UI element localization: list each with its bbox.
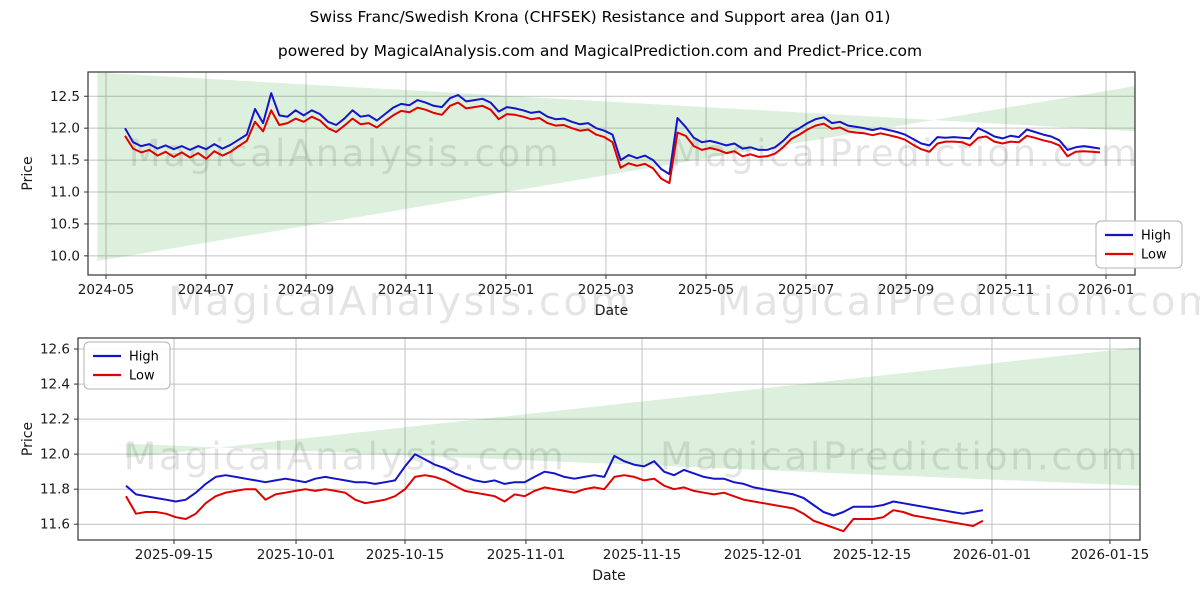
y-axis-label: Price xyxy=(20,422,36,456)
y-tick-label: 11.8 xyxy=(40,482,70,498)
chart-subtitle: powered by MagicalAnalysis.com and Magic… xyxy=(277,42,923,60)
plot-frame xyxy=(77,337,1141,541)
legend: High Low xyxy=(83,341,171,390)
y-tick-label: 12.5 xyxy=(50,89,80,105)
axis-ticks xyxy=(74,348,1111,544)
watermark-text: MagicalAnalysis.com xyxy=(124,434,567,478)
chart-full-history: MagicalAnalysis.comMagicalPrediction.com… xyxy=(20,71,1183,319)
x-tick-label: 2026-01-01 xyxy=(953,547,1031,563)
legend: High Low xyxy=(1095,220,1183,269)
legend-label-high: High xyxy=(1141,229,1171,244)
axis-ticks xyxy=(84,95,1107,279)
x-tick-label: 2025-03 xyxy=(578,282,634,298)
x-tick-label: 2026-01-15 xyxy=(1071,547,1149,563)
legend-label-high: High xyxy=(129,350,159,365)
y-tick-label: 12.0 xyxy=(40,447,70,463)
x-tick-label: 2025-11-01 xyxy=(487,547,565,563)
x-tick-label: 2025-11-15 xyxy=(603,547,681,563)
x-tick-label: 2025-10-15 xyxy=(366,547,444,563)
x-tick-label: 2025-01 xyxy=(478,282,534,298)
support-resistance-area xyxy=(126,347,1140,486)
y-tick-label: 12.2 xyxy=(40,412,70,428)
watermark-text: MagicalAnalysis.com xyxy=(129,132,561,175)
x-tick-label: 2025-10-01 xyxy=(257,547,335,563)
y-tick-label: 11.5 xyxy=(50,153,80,169)
y-tick-label: 12.0 xyxy=(50,121,80,137)
low-line xyxy=(125,474,984,533)
high-line xyxy=(125,453,984,517)
chart-recent-zoom: MagicalAnalysis.com MagicalPrediction.com… xyxy=(20,337,1149,584)
legend-label-low: Low xyxy=(1141,248,1167,263)
plot-frame xyxy=(87,71,1136,276)
support-resistance-area xyxy=(97,72,1135,261)
y-tick-label: 10.0 xyxy=(50,248,80,264)
x-tick-label: 2024-09 xyxy=(278,282,334,298)
x-tick-label: 2025-12-15 xyxy=(833,547,911,563)
x-tick-label: 2024-07 xyxy=(178,282,234,298)
y-tick-label: 12.4 xyxy=(40,377,70,393)
y-tick-label: 10.5 xyxy=(50,216,80,232)
watermark-text: MagicalPrediction.com xyxy=(717,279,1200,325)
x-tick-label: 2025-05 xyxy=(678,282,734,298)
gridlines xyxy=(88,72,1135,275)
y-tick-label: 11.6 xyxy=(40,517,70,533)
x-tick-label: 2025-09-15 xyxy=(135,547,213,563)
chart-title: Swiss Franc/Swedish Krona (CHFSEK) Resis… xyxy=(309,8,891,26)
y-tick-label: 11.0 xyxy=(50,185,80,201)
low-line xyxy=(124,101,1101,185)
watermark-text: MagicalPrediction.com xyxy=(660,434,1140,478)
x-tick-label: 2024-05 xyxy=(78,282,134,298)
x-tick-label: 2026-01 xyxy=(1078,282,1134,298)
x-axis-label: Date xyxy=(592,568,625,584)
x-tick-label: 2025-12-01 xyxy=(724,547,802,563)
y-tick-label: 12.6 xyxy=(40,342,70,358)
x-tick-label: 2024-11 xyxy=(378,282,434,298)
y-axis-label: Price xyxy=(20,156,36,190)
high-line xyxy=(124,92,1101,176)
x-axis-label: Date xyxy=(595,303,628,319)
x-tick-label: 2025-11 xyxy=(978,282,1034,298)
legend-label-low: Low xyxy=(129,369,155,384)
x-tick-label: 2025-07 xyxy=(778,282,834,298)
x-tick-label: 2025-09 xyxy=(878,282,934,298)
watermark-text: MagicalAnalysis.com xyxy=(168,279,632,325)
